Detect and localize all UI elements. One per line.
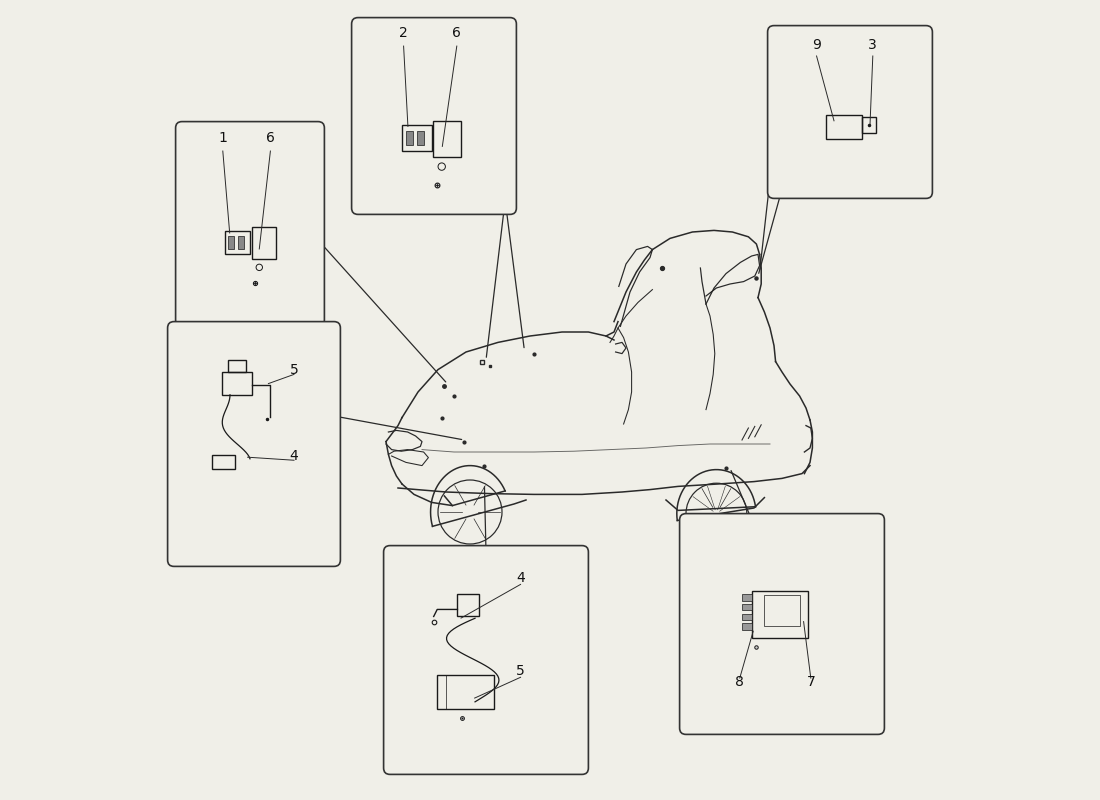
Text: 2: 2 [399,26,408,40]
Bar [222,373,252,395]
Text: 5: 5 [289,362,298,377]
Text: 9: 9 [812,38,821,52]
Bar [433,121,461,158]
Bar [742,623,751,630]
Bar [458,594,480,617]
FancyBboxPatch shape [768,26,933,198]
Bar [224,231,251,254]
Text: 8: 8 [735,675,745,690]
FancyBboxPatch shape [176,122,324,326]
Text: 4: 4 [289,449,298,462]
FancyBboxPatch shape [167,322,340,566]
Text: 1: 1 [219,130,228,145]
Bar [406,130,414,146]
Text: 6: 6 [266,130,275,145]
Text: 3: 3 [868,38,877,52]
Bar [742,594,751,601]
FancyBboxPatch shape [384,546,588,774]
Bar [229,360,246,373]
Bar [252,227,276,259]
FancyBboxPatch shape [352,18,516,214]
Bar [437,675,494,709]
Text: 5: 5 [516,664,525,678]
Bar [742,614,751,620]
Bar [751,591,807,638]
Bar [763,595,800,626]
Bar [238,236,244,249]
Text: 6: 6 [452,26,461,40]
Bar [862,117,877,133]
Bar [826,115,862,139]
Bar [228,236,234,249]
Bar [403,126,431,151]
Bar [742,604,751,610]
Bar [417,130,425,146]
Bar [212,454,234,469]
Text: 7: 7 [806,675,815,690]
Text: 4: 4 [516,571,525,585]
FancyBboxPatch shape [680,514,884,734]
